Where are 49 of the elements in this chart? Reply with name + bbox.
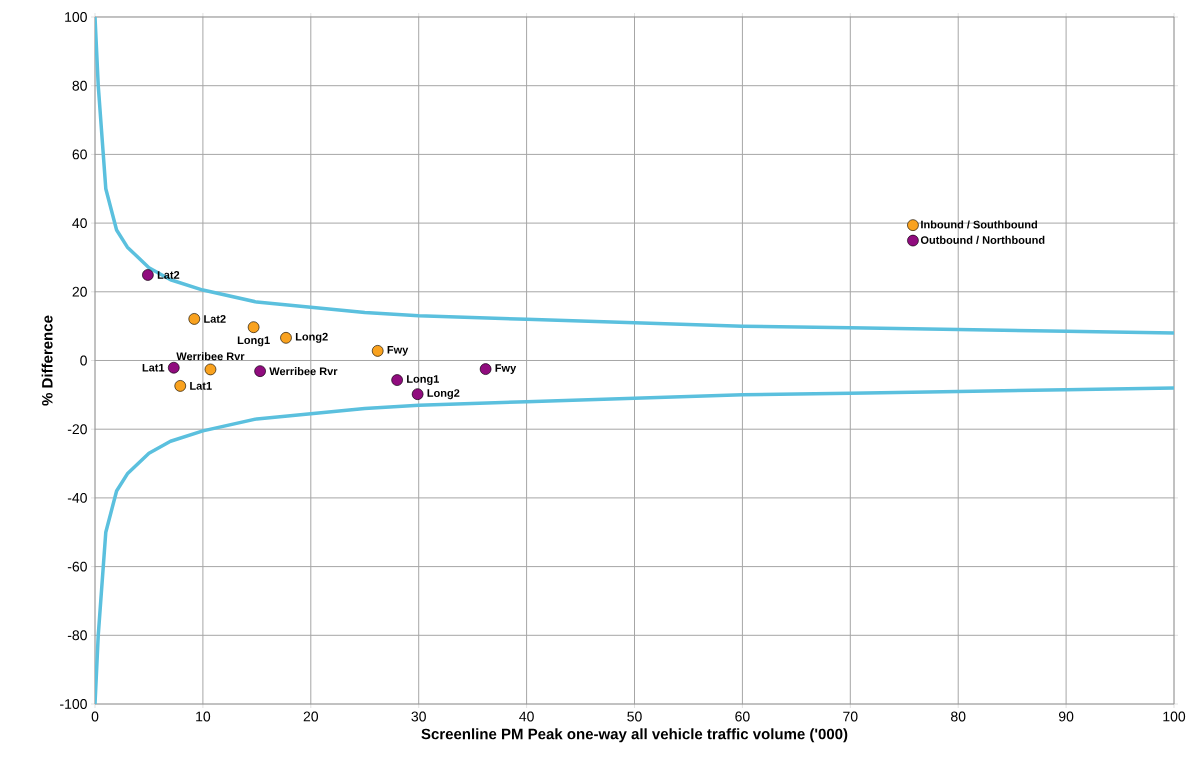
legend-label: Inbound / Southbound [921,220,1038,229]
point [411,388,424,400]
point [188,313,201,325]
y-tick-label: 80 [72,80,87,91]
point [280,332,292,344]
x-tick-label: 70 [843,711,858,722]
x-tick-label: 90 [1058,711,1074,722]
y-tick-label: 100 [65,12,87,22]
annotation: Long1 [407,375,440,386]
x-tick-label: 0 [91,711,99,722]
x-tick-label: 60 [735,711,750,722]
x-tick-label: 10 [196,711,211,722]
annotation: Long2 [427,389,460,400]
annotation: Lat1 [142,363,165,372]
point [174,380,187,392]
legend-label: Outbound / Northbound [920,235,1045,245]
point [142,269,154,281]
y-tick-label: -80 [67,630,87,641]
y-axis-title: % Difference [41,315,53,406]
annotation: Lat2 [204,315,226,323]
annotation: Fwy [387,345,409,356]
point [391,374,403,386]
point [254,365,266,377]
point [247,321,260,333]
point [204,363,217,376]
x-tick-label: 20 [303,711,319,722]
annotation: Werribee Rvr [269,367,338,376]
x-tick-label: 50 [627,711,642,722]
point [479,363,492,375]
x-tick-label: 80 [951,711,966,722]
x-axis-title: Screenline PM Peak one-way all vehicle traffic volume ('000) [421,728,848,743]
x-tick-label: 30 [411,711,426,722]
y-tick-label: 20 [72,286,87,297]
annotation: Werribee Rvr [176,352,245,361]
y-tick-label: 0 [80,355,87,366]
y-tick-label: -100 [60,699,87,709]
x-tick-label: 100 [1163,711,1186,722]
x-tick-label: 40 [519,711,534,722]
y-tick-label: 60 [72,149,87,160]
y-tick-label: -40 [67,492,87,503]
point [371,345,384,357]
annotation: Lat1 [190,382,212,390]
annotation: Long2 [295,332,328,343]
y-tick-label: 40 [72,218,87,229]
point [167,361,180,374]
y-tick-label: -20 [67,424,87,435]
y-tick-label: -60 [67,561,87,572]
annotation: Fwy [495,364,517,375]
annotation: Long1 [237,336,270,347]
